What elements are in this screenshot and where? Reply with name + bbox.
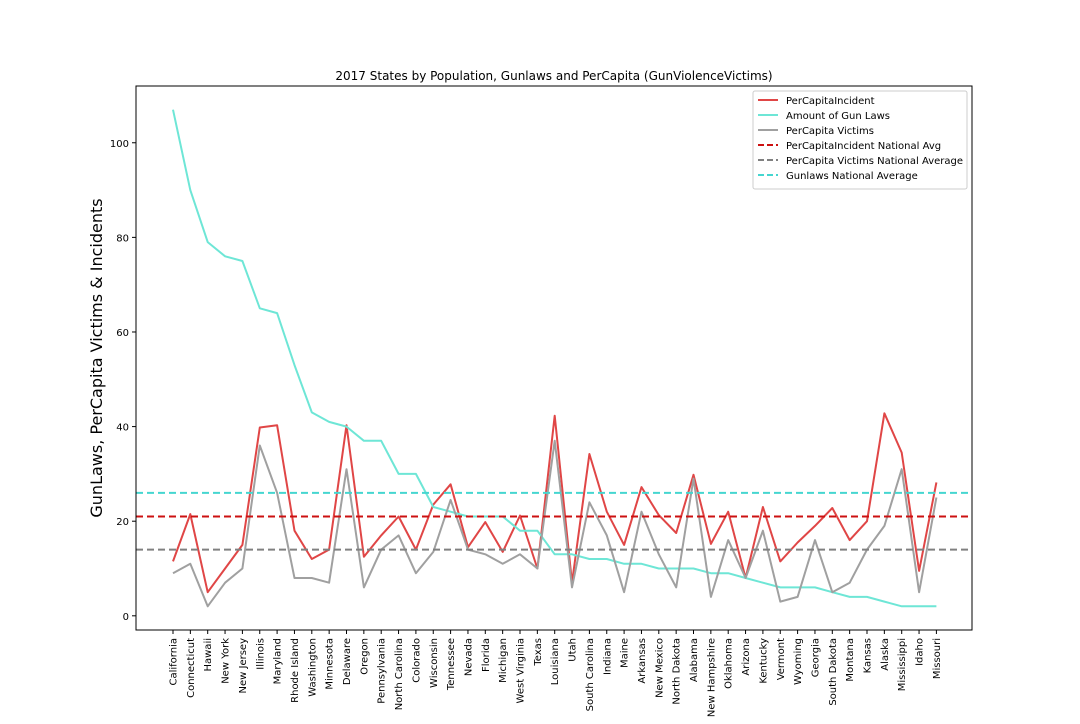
series-line-amount-of-gun-laws (172, 109, 937, 608)
y-axis-label: GunLaws, PerCapita Victims & Incidents (87, 198, 106, 517)
x-tick-label: Indiana (602, 638, 613, 675)
x-tick-label: North Carolina (394, 638, 405, 710)
y-axis: 0 20 40 60 80 100 (110, 139, 136, 623)
plot-area-frame (135, 85, 973, 631)
legend-label: Amount of Gun Laws (786, 111, 890, 122)
legend-label: PerCapitaIncident (786, 96, 875, 107)
x-tick-label: Idaho (915, 638, 926, 666)
x-tick-label: New Mexico (654, 638, 665, 698)
x-tick-label: Texas (533, 638, 544, 667)
x-tick-label: Arkansas (637, 638, 648, 684)
x-tick-label: Maryland (273, 638, 284, 684)
y-tick-label: 20 (116, 517, 129, 528)
x-tick-label: Pennsylvania (377, 638, 388, 704)
x-tick-label: New Hampshire (706, 638, 717, 717)
x-tick-label: Utah (568, 638, 579, 662)
legend-box (752, 90, 968, 190)
y-tick-label: 0 (123, 612, 129, 623)
x-tick-label: West Virginia (516, 638, 527, 703)
x-tick-label: Wisconsin (429, 638, 440, 688)
x-tick-label: Maine (620, 638, 631, 668)
x-tick-label: Minnesota (325, 638, 336, 690)
x-tick-label: New York (221, 638, 232, 684)
x-tick-label: Rhode Island (290, 638, 301, 703)
x-tick-label: Oklahoma (724, 638, 735, 689)
x-tick-label: Florida (481, 638, 492, 672)
chart-title: 2017 States by Population, Gunlaws and P… (335, 69, 772, 83)
legend-label: PerCapita Victims (786, 126, 874, 137)
x-tick-label: Kansas (863, 638, 874, 673)
x-tick-label: Louisiana (550, 638, 561, 685)
x-tick-label: South Dakota (828, 638, 839, 706)
series-lines (136, 109, 972, 608)
y-tick-label: 40 (116, 423, 129, 434)
x-tick-label: Tennessee (446, 638, 457, 691)
x-tick-label: South Carolina (585, 638, 596, 711)
x-tick-label: Kentucky (758, 638, 769, 684)
x-tick-label: Montana (845, 638, 856, 682)
x-tick-label: Wyoming (793, 638, 804, 685)
x-tick-label: Delaware (342, 638, 353, 685)
x-tick-label: Missouri (932, 638, 943, 679)
x-tick-label: New Jersey (238, 638, 249, 694)
x-tick-label: Hawaii (203, 638, 214, 672)
x-tick-label: Alabama (689, 638, 700, 682)
y-tick-label: 80 (116, 233, 129, 244)
x-tick-label: Mississippi (897, 638, 908, 691)
x-tick-label: Alaska (880, 638, 891, 671)
legend-label: PerCapita Victims National Average (786, 156, 963, 167)
x-tick-label: Georgia (811, 638, 822, 677)
x-tick-label: Vermont (776, 638, 787, 680)
x-tick-label: North Dakota (672, 638, 683, 705)
y-tick-label: 100 (110, 139, 129, 150)
x-tick-label: Michigan (498, 638, 509, 683)
y-tick-label: 60 (116, 328, 129, 339)
legend-label: PerCapitaIncident National Avg (786, 141, 941, 152)
x-tick-label: Oregon (359, 638, 370, 675)
legend: PerCapitaIncident Amount of Gun Laws PerCa… (752, 90, 968, 190)
x-tick-label: Nevada (464, 638, 475, 676)
x-tick-label: Washington (307, 638, 318, 697)
x-tick-label: California (169, 638, 180, 686)
series-line-percapita-victims (172, 439, 938, 608)
x-tick-label: Colorado (411, 638, 422, 683)
series-line-percapitaincident (172, 412, 938, 594)
x-tick-label: Arizona (741, 638, 752, 676)
x-axis: California Connecticut Hawaii New York New J… (169, 630, 943, 717)
legend-label: Gunlaws National Average (786, 171, 918, 182)
x-tick-label: Connecticut (186, 638, 197, 698)
x-tick-label: Illinois (255, 638, 266, 670)
